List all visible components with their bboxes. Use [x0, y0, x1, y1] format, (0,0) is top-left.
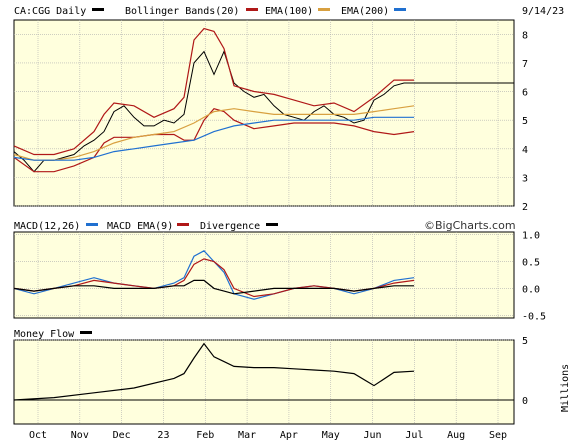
- legend-divergence: Divergence: [200, 221, 260, 232]
- legend-bollinger: Bollinger Bands(20): [125, 6, 239, 17]
- money-flow-legend: Money Flow Millions: [14, 329, 571, 412]
- price-panel: 8 7 6 5 4 3 2 CA:CGG Daily Bollinger Bands(20)…: [13, 6, 564, 213]
- y-tick-label: 3: [522, 173, 528, 184]
- x-tick-label: Sep: [489, 430, 507, 441]
- y-tick-label: 0.0: [522, 284, 540, 295]
- legend-daily-swatch: [92, 8, 104, 11]
- x-tick-label: 23: [157, 430, 169, 441]
- legend-money-flow-swatch: [80, 331, 92, 334]
- y-tick-label: 7: [522, 59, 528, 70]
- x-tick-label: Feb: [196, 430, 214, 441]
- legend-ema100-swatch: [318, 8, 330, 11]
- legend-ema200: EMA(200): [341, 6, 389, 17]
- series-ema-100-: [13, 105, 415, 161]
- legend-macd-swatch: [86, 223, 98, 226]
- y-tick-label: 0: [522, 396, 528, 407]
- y-tick-label: 2: [522, 202, 528, 213]
- legend-macd: MACD(12,26): [14, 221, 80, 232]
- x-tick-label: Mar: [238, 430, 256, 441]
- money-flow-ylabel: Millions: [560, 364, 571, 412]
- x-tick-label: Jun: [364, 430, 382, 441]
- date-label: 9/14/23: [522, 6, 564, 17]
- x-tick-label: Apr: [280, 430, 298, 441]
- macd-grid: [14, 232, 514, 318]
- y-tick-label: 0.5: [522, 258, 540, 269]
- x-axis-ticks: Oct Nov Dec 23 Feb Mar Apr May Jun Jul Aug Sep: [29, 430, 507, 441]
- macd-y-ticks: 1.0 0.5 0.0 -0.5: [522, 231, 546, 323]
- series-ema-200-: [13, 116, 414, 161]
- y-tick-label: 5: [522, 116, 528, 127]
- price-grid: [14, 20, 514, 207]
- macd-legend: MACD(12,26) MACD EMA(9) Divergence ©BigC…: [14, 219, 516, 232]
- macd-lines: [13, 250, 415, 300]
- macd-panel: 1.0 0.5 0.0 -0.5 MACD(12,26) MACD EMA(9) Di…: [13, 219, 546, 323]
- series-money-flow: [13, 342, 415, 401]
- series-ca-cgg-daily: [13, 50, 514, 173]
- legend-money-flow: Money Flow: [14, 329, 75, 340]
- x-tick-label: Aug: [447, 430, 465, 441]
- y-tick-label: 5: [522, 336, 528, 347]
- money-flow-y-ticks: 50: [522, 336, 528, 407]
- legend-macd-ema: MACD EMA(9): [107, 221, 173, 232]
- legend-macd-ema-swatch: [177, 223, 189, 226]
- y-tick-label: -0.5: [522, 311, 546, 322]
- price-legend: CA:CGG Daily Bollinger Bands(20) EMA(100…: [14, 6, 564, 17]
- money-flow-panel: 50 Money Flow Millions: [13, 329, 571, 425]
- series-bollinger-bands-20-: [13, 27, 414, 156]
- legend-daily: CA:CGG Daily: [14, 6, 86, 17]
- price-y-ticks: 8 7 6 5 4 3 2: [522, 30, 528, 213]
- price-lines: [13, 27, 514, 173]
- x-tick-label: Dec: [113, 430, 131, 441]
- watermark: ©BigCharts.com: [424, 219, 516, 232]
- y-tick-label: 1.0: [522, 231, 540, 242]
- x-tick-label: Nov: [71, 430, 89, 441]
- series-divergence: [13, 279, 414, 295]
- legend-ema200-swatch: [394, 8, 406, 11]
- x-tick-label: May: [322, 430, 340, 441]
- money-flow-lines: [13, 342, 514, 401]
- legend-bollinger-swatch: [246, 8, 258, 11]
- y-tick-label: 6: [522, 88, 528, 99]
- y-tick-label: 4: [522, 145, 528, 156]
- x-tick-label: Oct: [29, 430, 47, 441]
- legend-ema100: EMA(100): [265, 6, 313, 17]
- x-tick-label: Jul: [405, 430, 423, 441]
- legend-divergence-swatch: [266, 223, 278, 226]
- y-tick-label: 8: [522, 30, 528, 41]
